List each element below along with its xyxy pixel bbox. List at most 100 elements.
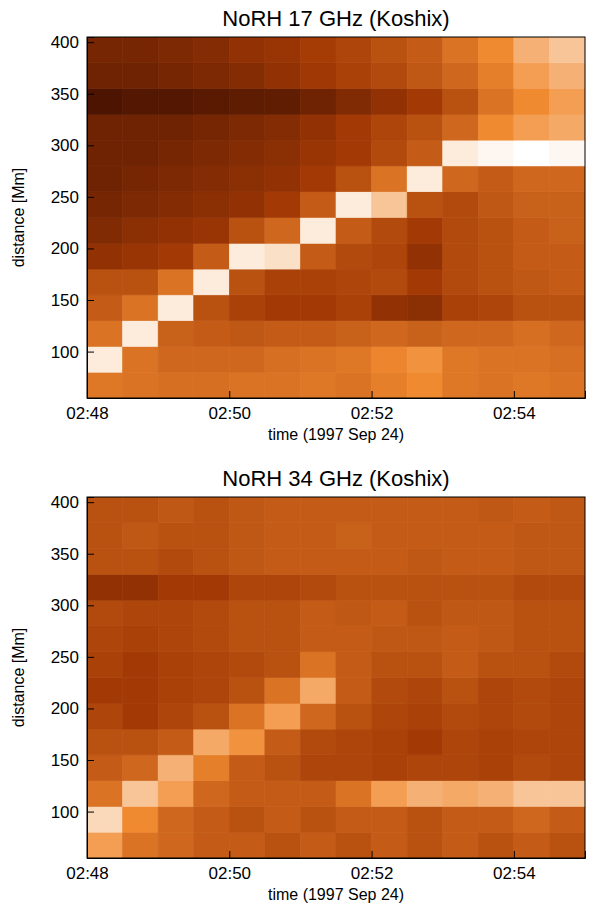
x-tick-label: 02:54	[493, 404, 536, 423]
heatmap-cell	[478, 346, 514, 372]
heatmap-cell	[265, 295, 301, 321]
heatmap-cell	[229, 729, 265, 755]
heatmap-cell	[229, 269, 265, 295]
y-tick-mark	[87, 708, 94, 709]
y-tick: 150	[51, 291, 94, 310]
heatmap-cell	[407, 574, 443, 600]
heatmap-cell	[265, 549, 301, 575]
y-tick-mark	[87, 145, 94, 146]
heatmap-cell	[265, 218, 301, 244]
heatmap-cell	[336, 832, 372, 858]
heatmap-cell	[478, 806, 514, 832]
heatmap-cell	[229, 114, 265, 140]
heatmap-cell	[372, 781, 408, 807]
heatmap-cell	[194, 166, 230, 192]
heatmap-cell	[372, 295, 408, 321]
heatmap-cell	[123, 703, 159, 729]
heatmap-cell	[443, 243, 479, 269]
heatmap-cell	[478, 497, 514, 523]
heatmap-cell	[443, 832, 479, 858]
heatmap-cells	[87, 37, 585, 398]
heatmap-cell	[549, 166, 585, 192]
heatmap-cell	[87, 37, 123, 63]
heatmap-cell	[123, 295, 159, 321]
y-tick: 250	[51, 188, 94, 207]
heatmap-cell	[443, 806, 479, 832]
heatmap-cell	[123, 781, 159, 807]
plot-frame	[87, 37, 585, 398]
x-tick-mark	[514, 851, 515, 858]
panel: 02:4802:5002:5202:5410015020025030035040…	[10, 6, 586, 443]
heatmap-cell	[87, 549, 123, 575]
heatmap-cell	[87, 295, 123, 321]
heatmap-cell	[372, 37, 408, 63]
heatmap-cell	[478, 114, 514, 140]
heatmap-cell	[194, 497, 230, 523]
x-axis-title: time (1997 Sep 24)	[268, 426, 404, 443]
heatmap-cell	[265, 114, 301, 140]
heatmap-cell	[87, 218, 123, 244]
heatmap-cell	[265, 166, 301, 192]
heatmap-cell	[194, 806, 230, 832]
x-tick-mark	[372, 391, 373, 398]
heatmap-cell	[265, 652, 301, 678]
heatmap-cell	[265, 89, 301, 115]
heatmap-cell	[443, 140, 479, 166]
heatmap-cell	[549, 678, 585, 704]
heatmap-cell	[549, 63, 585, 89]
heatmap-cell	[514, 243, 550, 269]
y-tick-mark	[87, 94, 94, 95]
heatmap-cell	[194, 549, 230, 575]
heatmap-cell	[87, 243, 123, 269]
heatmap-cell	[407, 626, 443, 652]
y-tick-label: 150	[51, 291, 79, 310]
heatmap-cell	[194, 678, 230, 704]
y-tick: 100	[51, 343, 94, 362]
heatmap-cell	[229, 703, 265, 729]
heatmap-cell	[265, 346, 301, 372]
heatmap-cell	[194, 832, 230, 858]
y-tick-label: 150	[51, 751, 79, 770]
heatmap-cell	[194, 140, 230, 166]
y-tick: 200	[51, 239, 94, 258]
y-tick-label: 350	[51, 85, 79, 104]
heatmap-cell	[443, 729, 479, 755]
heatmap-cell	[87, 703, 123, 729]
y-axis-title: distance [Mm]	[10, 168, 27, 268]
heatmap-cell	[407, 678, 443, 704]
heatmap-cell	[514, 729, 550, 755]
heatmap-cell	[372, 626, 408, 652]
heatmap-cell	[194, 192, 230, 218]
y-tick: 150	[51, 751, 94, 770]
heatmap-cell	[158, 497, 194, 523]
heatmap-cell	[478, 63, 514, 89]
heatmap-cell	[336, 243, 372, 269]
y-tick-mark	[87, 502, 94, 503]
heatmap-cell	[265, 703, 301, 729]
heatmap-cell	[194, 626, 230, 652]
heatmap-cell	[300, 243, 336, 269]
y-tick: 300	[51, 596, 94, 615]
heatmap-cell	[549, 549, 585, 575]
heatmap-cell	[158, 523, 194, 549]
heatmap-cell	[407, 218, 443, 244]
heatmap-cell	[300, 832, 336, 858]
heatmap-cell	[300, 523, 336, 549]
heatmap-cell	[265, 192, 301, 218]
heatmap-cell	[336, 523, 372, 549]
y-axis-line	[88, 498, 95, 859]
heatmap-cell	[87, 781, 123, 807]
heatmap-cell	[549, 269, 585, 295]
heatmap-cell	[478, 295, 514, 321]
heatmap-cells	[87, 497, 585, 858]
heatmap-cell	[336, 37, 372, 63]
heatmap-cell	[478, 321, 514, 347]
heatmap-cell	[158, 372, 194, 398]
heatmap-cell	[194, 755, 230, 781]
heatmap-cell	[229, 549, 265, 575]
heatmap-cell	[87, 140, 123, 166]
x-tick-mark	[229, 391, 230, 398]
heatmap-cell	[87, 372, 123, 398]
heatmap-cell	[265, 37, 301, 63]
heatmap-cell	[478, 600, 514, 626]
